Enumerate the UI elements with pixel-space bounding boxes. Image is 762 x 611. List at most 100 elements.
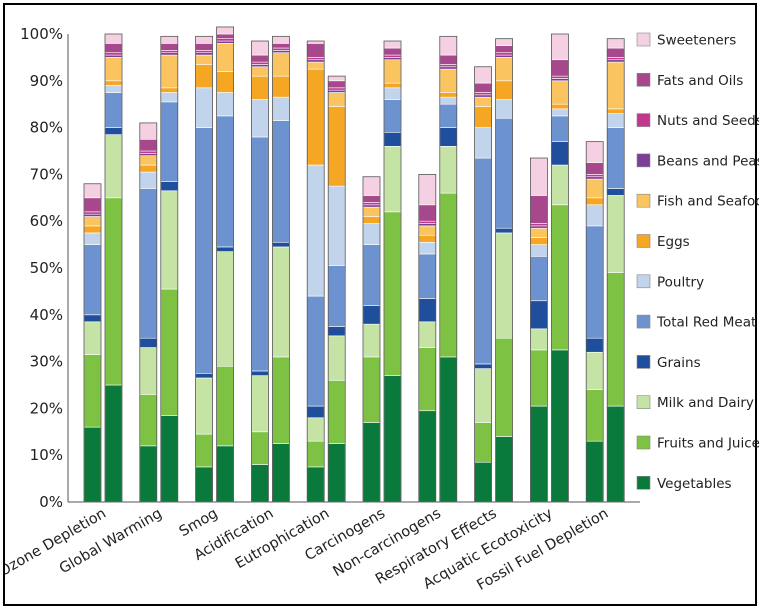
bar-outline bbox=[495, 38, 514, 503]
bar-segment-total-red-meat bbox=[306, 295, 325, 407]
bar-segment-poultry bbox=[383, 87, 402, 100]
bar-segment-grains bbox=[160, 181, 179, 192]
bar-segment-fats-and-oils bbox=[104, 43, 123, 54]
bar-segment-eggs bbox=[327, 106, 346, 187]
bar-segment-milk-and-dairy bbox=[418, 321, 437, 348]
bar-segment-vegetables bbox=[327, 443, 346, 503]
bar-segment-fish-and-seafood bbox=[272, 52, 290, 77]
bar-segment-beans-and-peas bbox=[104, 54, 123, 58]
bar-segment-vegetables bbox=[216, 445, 234, 503]
bar-outline bbox=[216, 26, 235, 503]
bar-outline bbox=[418, 173, 437, 503]
bar-segment-nuts-and-seeds bbox=[585, 174, 604, 178]
legend-label-vegetables: Vegetables bbox=[657, 476, 732, 492]
bar-segment-nuts-and-seeds bbox=[160, 50, 179, 54]
y-tick-label: 90% bbox=[30, 72, 63, 90]
legend-swatch-fruits-and-juice bbox=[636, 435, 651, 450]
y-tick-label: 20% bbox=[30, 399, 63, 417]
bar-segment-nuts-and-seeds bbox=[104, 52, 123, 56]
bar-segment-beans-and-peas bbox=[83, 213, 102, 217]
bar-segment-beans-and-peas bbox=[306, 59, 325, 63]
bar-segment-beans-and-peas bbox=[160, 52, 179, 56]
bar-segment-poultry bbox=[327, 185, 346, 266]
legend-label-milk-and-dairy: Milk and Dairy bbox=[657, 395, 754, 411]
bar-segment-grains bbox=[439, 127, 458, 147]
bar-segment-sweeteners bbox=[606, 38, 625, 49]
bar-segment-grains bbox=[83, 314, 102, 323]
bar-segment-fish-and-seafood bbox=[306, 61, 325, 70]
bar-segment-fish-and-seafood bbox=[139, 155, 158, 166]
bar-segment-fruits-and-juice bbox=[418, 347, 437, 412]
bar-segment-beans-and-peas bbox=[327, 89, 346, 93]
x-category-label: Eutrophication bbox=[233, 506, 332, 573]
y-tick-label: 60% bbox=[30, 212, 63, 230]
bar-segment-fats-and-oils bbox=[585, 162, 604, 175]
bar-outline bbox=[606, 38, 625, 503]
bar-segment-poultry bbox=[83, 232, 102, 245]
bar-segment-vegetables bbox=[439, 356, 458, 503]
bar-segment-fats-and-oils bbox=[530, 195, 548, 224]
bar-segment-milk-and-dairy bbox=[530, 328, 548, 351]
legend-label-eggs: Eggs bbox=[657, 234, 690, 250]
bar-segment-nuts-and-seeds bbox=[439, 64, 458, 68]
bar-segment-sweeteners bbox=[474, 66, 492, 84]
bar-segment-fats-and-oils bbox=[83, 197, 102, 213]
legend-swatch-fish-and-seafood bbox=[636, 193, 651, 208]
bar-segment-vegetables bbox=[272, 443, 290, 503]
bar-segment-beans-and-peas bbox=[139, 153, 158, 156]
bar-segment-fruits-and-juice bbox=[530, 349, 548, 407]
bar-segment-eggs bbox=[495, 80, 513, 100]
bar-outline bbox=[139, 122, 158, 503]
bar-segment-sweeteners bbox=[418, 174, 437, 206]
x-category-label: Smog bbox=[177, 506, 221, 541]
legend-label-beans-and-peas: Beans and Peas bbox=[657, 153, 759, 169]
bar-segment-sweeteners bbox=[530, 157, 548, 196]
bar-segment-milk-and-dairy bbox=[606, 195, 625, 273]
stacked-bar-chart: 0%10%20%30%40%50%60%70%80%90%100%Ozone D… bbox=[5, 25, 759, 594]
bar-segment-vegetables bbox=[160, 415, 179, 503]
bar-segment-total-red-meat bbox=[362, 244, 381, 306]
bar-segment-sweeteners bbox=[551, 33, 569, 61]
bar-segment-vegetables bbox=[530, 405, 548, 503]
bar-outline bbox=[474, 66, 493, 503]
bar-segment-eggs bbox=[362, 216, 381, 224]
bar-segment-grains bbox=[139, 337, 158, 348]
bar-segment-total-red-meat bbox=[195, 127, 213, 374]
y-tick-label: 70% bbox=[30, 165, 63, 183]
legend-swatch-eggs bbox=[636, 234, 651, 248]
bar-segment-fats-and-oils bbox=[418, 204, 437, 222]
bar-segment-total-red-meat bbox=[139, 188, 158, 339]
y-tick-label: 0% bbox=[39, 493, 63, 511]
bar-segment-poultry bbox=[530, 244, 548, 257]
bar-segment-total-red-meat bbox=[251, 136, 269, 372]
bar-segment-beans-and-peas bbox=[383, 57, 402, 61]
bar-segment-grains bbox=[306, 405, 325, 419]
bar-segment-poultry bbox=[418, 241, 437, 255]
bar-segment-total-red-meat bbox=[272, 120, 290, 243]
bar-segment-sweeteners bbox=[383, 40, 402, 49]
bar-segment-eggs bbox=[272, 75, 290, 98]
bar-segment-nuts-and-seeds bbox=[474, 92, 492, 96]
legend-swatch-total-red-meat bbox=[636, 314, 651, 329]
legend-label-fats-and-oils: Fats and Oils bbox=[657, 73, 743, 89]
bar-segment-sweeteners bbox=[362, 176, 381, 196]
bar-segment-total-red-meat bbox=[495, 117, 513, 229]
bar-segment-fats-and-oils bbox=[160, 43, 179, 51]
bar-segment-fats-and-oils bbox=[474, 82, 492, 93]
bar-segment-total-red-meat bbox=[551, 115, 569, 142]
bar-segment-nuts-and-seeds bbox=[362, 202, 381, 206]
bar-segment-eggs bbox=[216, 71, 234, 93]
bar-segment-beans-and-peas bbox=[551, 78, 569, 82]
bar-segment-sweeteners bbox=[160, 36, 179, 44]
bar-outline bbox=[383, 40, 402, 503]
bar-segment-vegetables bbox=[104, 384, 123, 503]
legend-swatch-beans-and-peas bbox=[636, 153, 651, 168]
bar-segment-fruits-and-juice bbox=[251, 431, 269, 465]
bar-segment-milk-and-dairy bbox=[104, 134, 123, 199]
bar-segment-eggs bbox=[139, 164, 158, 173]
bar-segment-grains bbox=[474, 363, 492, 369]
bar-segment-total-red-meat bbox=[216, 115, 234, 248]
bar-segment-poultry bbox=[195, 87, 213, 128]
bar-segment-fish-and-seafood bbox=[551, 80, 569, 105]
bar-outline bbox=[160, 35, 179, 503]
